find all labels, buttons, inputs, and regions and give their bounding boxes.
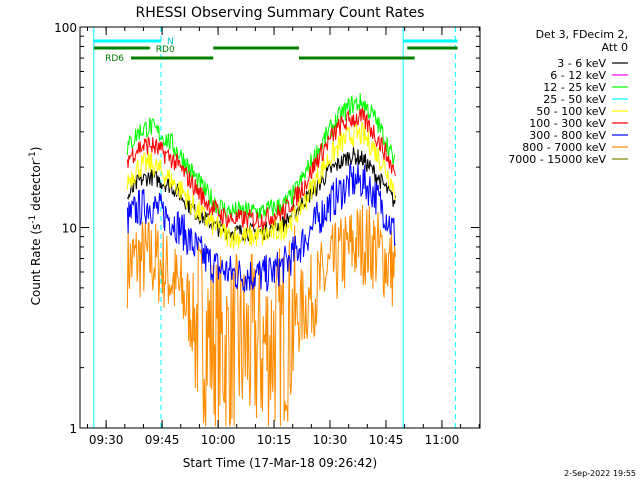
footer-timestamp: 2-Sep-2022 19:55	[564, 469, 636, 478]
series-line	[126, 107, 396, 230]
green-bar-rd0-label: RD0	[156, 45, 175, 55]
y-axis-label: Count Rate (s-1 detector-1)	[28, 147, 43, 306]
x-tick-label: 10:45	[369, 433, 404, 447]
legend-item-label: 3 - 6 keV	[557, 57, 606, 70]
chart-title: RHESSI Observing Summary Count Rates	[136, 5, 425, 21]
cyan-bar-label: N	[167, 37, 174, 47]
y-axis-label-sup1: -1	[28, 215, 38, 224]
legend-header-1: Det 3, FDecim 2,	[536, 28, 628, 41]
legend-header-2: Att 0	[602, 41, 628, 54]
green-bar-rd6-label: RD6	[105, 54, 124, 64]
legend-item-label: 800 - 7000 keV	[522, 141, 606, 154]
series-line	[126, 162, 396, 293]
legend-item-label: 100 - 300 keV	[529, 117, 606, 130]
x-tick-label: 11:00	[425, 433, 460, 447]
series-line	[126, 93, 396, 219]
x-tick-label: 10:00	[201, 433, 236, 447]
x-tick-label: 09:30	[89, 433, 124, 447]
x-tick-label: 10:30	[313, 433, 348, 447]
axes-layer: 1 10 100 09:30 09:45 10:00 10:15 10:30 10:45 11:0…	[54, 21, 481, 447]
legend-item-label: 6 - 12 keV	[550, 69, 606, 82]
y-tick-label: 1	[69, 422, 77, 436]
series-line	[126, 204, 396, 427]
y-axis-label-sup2: -1	[28, 151, 38, 160]
legend-item-label: 25 - 50 keV	[543, 93, 606, 106]
x-tick-label: 10:15	[257, 433, 292, 447]
y-axis-label-end: )	[29, 147, 43, 152]
y-axis-label-mid: detector	[29, 160, 43, 215]
series-line	[126, 122, 396, 249]
x-axis-label: Start Time (17-Mar-18 09:26:42)	[183, 456, 377, 470]
series-layer	[126, 93, 396, 427]
legend-item-label: 12 - 25 keV	[543, 81, 606, 94]
legend-item-label: 7000 - 15000 keV	[508, 153, 606, 166]
legend-item-label: 50 - 100 keV	[536, 105, 606, 118]
legend-item-label: 300 - 800 keV	[529, 129, 606, 142]
y-tick-label: 100	[54, 21, 77, 35]
x-tick-label: 09:45	[145, 433, 180, 447]
y-tick-label: 10	[62, 222, 77, 236]
y-axis-label-main: Count Rate (s	[29, 224, 43, 306]
